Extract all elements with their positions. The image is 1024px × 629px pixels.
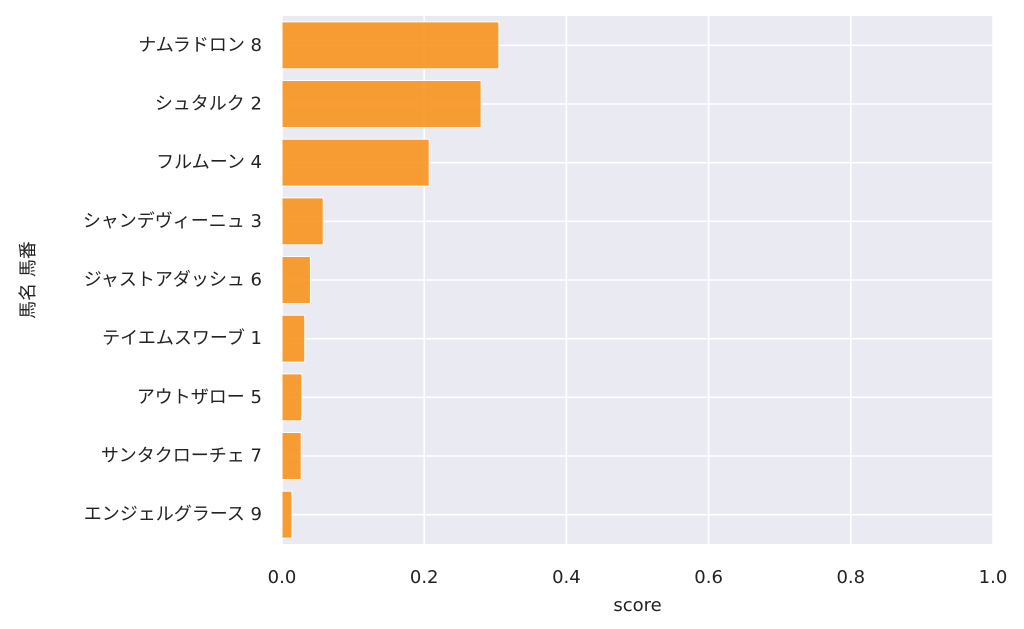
y-axis-label: 馬名 馬番 (18, 241, 39, 319)
bar (281, 432, 302, 480)
y-tick-label: ジャストアダッシュ 6 (84, 270, 262, 291)
y-tick-label: サンタクローチェ 7 (101, 446, 262, 467)
x-tick-label: 0.8 (836, 567, 865, 588)
y-tick-label: テイエムスワーブ 1 (102, 327, 262, 349)
x-tick-label: 0.6 (694, 567, 723, 588)
x-tick-label: 0.4 (552, 567, 581, 588)
bar (281, 373, 303, 422)
bars (281, 21, 500, 539)
y-tick-labels: ナムラドロン 8 シュタルク 2 フルムーン 4 シャンデヴィーニュ 3 ジャストアダッ… (83, 35, 262, 525)
x-tick-label: 1.0 (979, 567, 1008, 588)
bar (281, 80, 482, 128)
x-axis-label: score (613, 595, 661, 616)
y-tick-label: シャンデヴィーニュ 3 (83, 211, 262, 232)
bar (281, 490, 293, 539)
y-tick-label: フルムーン 4 (156, 152, 262, 173)
bar (281, 138, 430, 187)
bar (281, 21, 500, 70)
y-tick-label: シュタルク 2 (155, 94, 262, 115)
bar (281, 197, 324, 246)
x-tick-label: 0.2 (410, 567, 439, 588)
y-tick-label: エンジェルグラース 9 (84, 504, 262, 525)
bar (281, 314, 306, 363)
x-tick-labels: 0.0 0.2 0.4 0.6 0.8 1.0 (268, 567, 1008, 588)
y-tick-label: ナムラドロン 8 (138, 35, 262, 56)
y-tick-label: アウトザロー 5 (137, 387, 262, 408)
bar (281, 256, 311, 304)
x-tick-label: 0.0 (268, 567, 297, 588)
